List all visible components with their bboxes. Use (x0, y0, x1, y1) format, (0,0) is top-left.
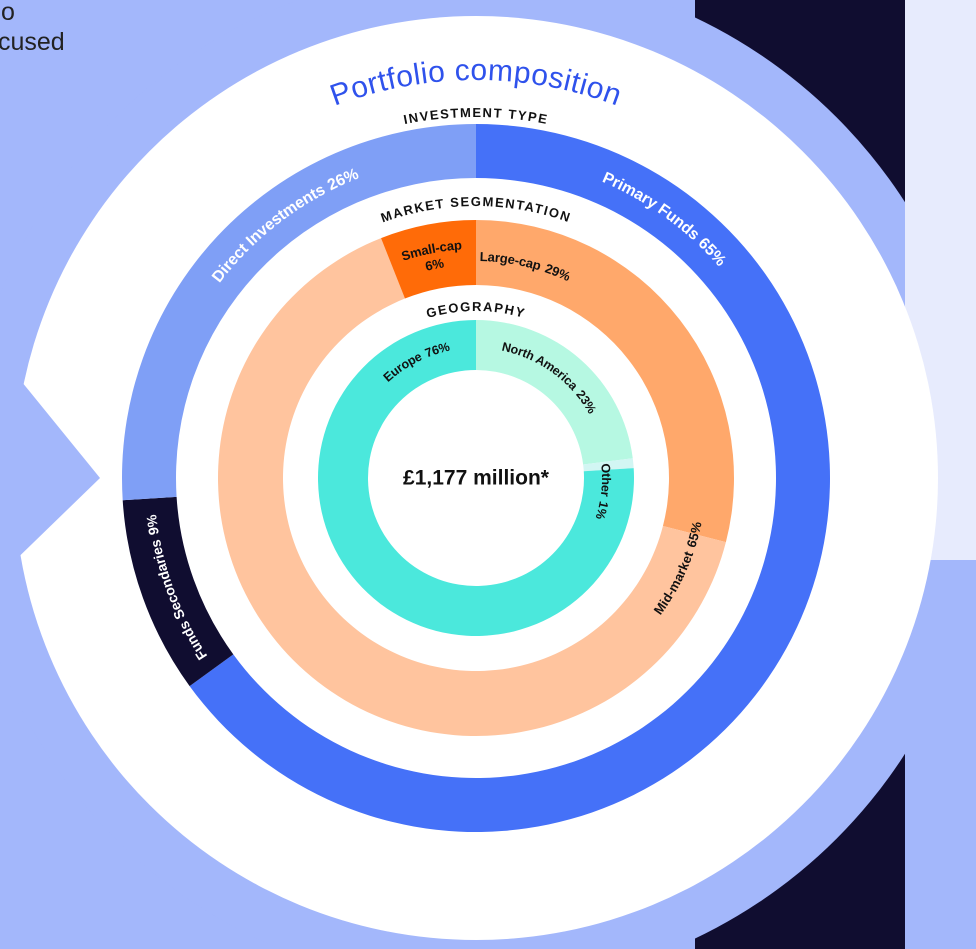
donut-segment (122, 496, 234, 687)
donut-segment (476, 320, 633, 465)
fragment-text: cused (0, 28, 65, 56)
segment-label-part: Other (598, 463, 613, 498)
segment-label-part: 1% (593, 500, 611, 521)
ring-title: GEOGRAPHY (425, 299, 528, 321)
center-label: £1,177 million* (403, 467, 550, 490)
ring-title-part: GEOGRAPHY (425, 299, 528, 321)
donut-segment (583, 458, 634, 472)
segment-label: Other 1% (593, 463, 613, 521)
fragment-text: o (1, 0, 15, 26)
ring-title-part: INVESTMENT TYPE (402, 105, 549, 127)
segment-value-label: 6% (424, 255, 446, 273)
donut-segment (317, 320, 634, 636)
segment-label-part: 9% (143, 513, 162, 536)
segment-value-label-part: 6% (424, 255, 446, 273)
donut-segment (476, 220, 734, 543)
left-notch (0, 355, 100, 575)
ring-title: INVESTMENT TYPE (402, 105, 549, 127)
panel-lower (905, 560, 976, 949)
donut-segment (122, 123, 476, 501)
donut-segment (381, 220, 476, 299)
